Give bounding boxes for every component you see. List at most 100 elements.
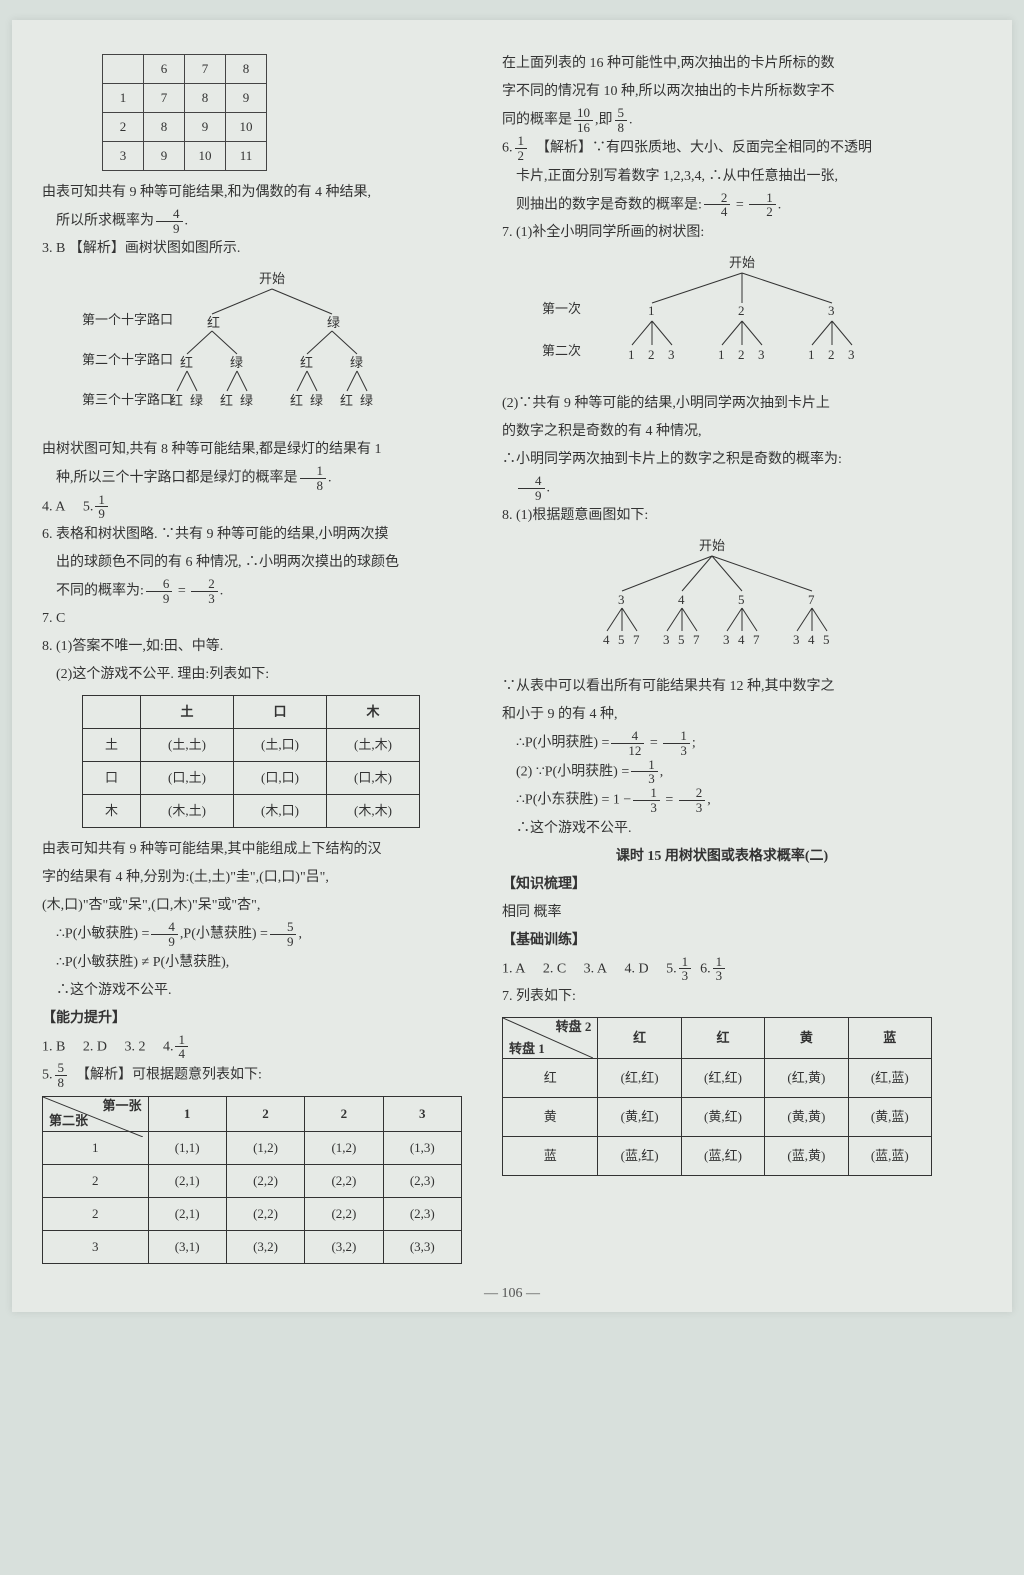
body-text: 由表可知共有 9 种等可能结果,其中能组成上下结构的汉 — [42, 836, 482, 864]
body-text: ∴P(小敏获胜) =49,P(小慧获胜) =59, — [42, 920, 482, 948]
body-text: 3. B 【解析】画树状图如图所示. — [42, 235, 482, 263]
svg-text:绿: 绿 — [230, 355, 243, 370]
body-text: 6.12 【解析】∵有四张质地、大小、反面完全相同的不透明 — [502, 134, 942, 162]
svg-text:开始: 开始 — [259, 271, 285, 286]
section-heading: 【基础训练】 — [502, 927, 942, 955]
svg-text:3: 3 — [618, 592, 625, 607]
body-text: 6. 表格和树状图略. ∵共有 9 种等可能的结果,小明两次摸 — [42, 521, 482, 549]
body-text: ∴小明同学两次抽到卡片上的数字之积是奇数的概率为: — [502, 446, 942, 474]
lesson-title: 课时 15 用树状图或表格求概率(二) — [502, 843, 942, 871]
svg-text:1: 1 — [808, 347, 815, 362]
svg-text:第一次: 第一次 — [542, 301, 581, 316]
body-text: 种,所以三个十字路口都是绿灯的概率是18. — [42, 464, 482, 492]
body-text: 7. C — [42, 605, 482, 633]
svg-text:5: 5 — [738, 592, 745, 607]
svg-text:3: 3 — [668, 347, 675, 362]
body-text: 7. 列表如下: — [502, 983, 942, 1011]
svg-text:4: 4 — [808, 632, 815, 647]
svg-text:2: 2 — [828, 347, 835, 362]
svg-text:4: 4 — [678, 592, 685, 607]
svg-text:绿: 绿 — [190, 393, 203, 408]
svg-text:绿: 绿 — [360, 393, 373, 408]
body-text: 由表可知共有 9 种等可能结果,和为偶数的有 4 种结果, — [42, 179, 482, 207]
body-text: 出的球颜色不同的有 6 种情况, ∴小明两次摸出的球颜色 — [42, 549, 482, 577]
body-text: 相同 概率 — [502, 899, 942, 927]
svg-text:3: 3 — [828, 303, 835, 318]
svg-text:1: 1 — [648, 303, 655, 318]
body-text: ∴P(小敏获胜) ≠ P(小慧获胜), — [42, 949, 482, 977]
svg-text:1: 1 — [628, 347, 635, 362]
body-text: (2)这个游戏不公平. 理由:列表如下: — [42, 661, 482, 689]
section-heading: 【知识梳理】 — [502, 871, 942, 899]
body-text: 由树状图可知,共有 8 种等可能结果,都是绿灯的结果有 1 — [42, 436, 482, 464]
body-text: 在上面列表的 16 种可能性中,两次抽出的卡片所标的数 — [502, 50, 942, 78]
svg-text:3: 3 — [848, 347, 855, 362]
svg-text:开始: 开始 — [699, 538, 725, 553]
two-column-layout: 678 1789 28910 391011 由表可知共有 9 种等可能结果,和为… — [42, 50, 982, 1272]
tree-diagram-traffic: 开始 第一个十字路口 红绿 第二个十字路口 红绿 红绿 第三个十字路口 红绿 红… — [72, 269, 482, 430]
page-number: — 106 — — [42, 1286, 982, 1302]
svg-text:3: 3 — [758, 347, 765, 362]
body-text: (2)∵共有 9 种等可能的结果,小明同学两次抽到卡片上 — [502, 390, 942, 418]
body-text: 7. (1)补全小明同学所画的树状图: — [502, 219, 942, 247]
body-text: 的数字之积是奇数的有 4 种情况, — [502, 418, 942, 446]
svg-text:红: 红 — [220, 393, 233, 408]
body-text: 8. (1)根据题意画图如下: — [502, 502, 942, 530]
svg-text:2: 2 — [738, 347, 745, 362]
svg-text:4: 4 — [603, 632, 610, 647]
body-text: 4. A 5.19 — [42, 493, 482, 521]
table-spinner-colors: 转盘 2转盘 1 红红黄蓝 红(红,红)(红,红)(红,黄)(红,蓝) 黄(黄,… — [502, 1017, 932, 1176]
section-heading: 【能力提升】 — [42, 1005, 482, 1033]
body-text: 1. A 2. C 3. A 4. D 5.13 6.13 — [502, 955, 942, 983]
body-text: ∴这个游戏不公平. — [502, 815, 942, 843]
svg-text:绿: 绿 — [327, 315, 340, 330]
body-text: 所以所求概率为49. — [42, 207, 482, 235]
svg-text:5: 5 — [618, 632, 625, 647]
svg-text:5: 5 — [823, 632, 830, 647]
body-text: ∵从表中可以看出所有可能结果共有 12 种,其中数字之 — [502, 673, 942, 701]
table-card-pairs: 第一张第二张 1223 1(1,1)(1,2)(1,2)(1,3) 2(2,1)… — [42, 1096, 462, 1264]
svg-text:3: 3 — [793, 632, 800, 647]
svg-text:红: 红 — [340, 393, 353, 408]
svg-text:1: 1 — [718, 347, 725, 362]
svg-text:绿: 绿 — [310, 393, 323, 408]
svg-text:红: 红 — [300, 355, 313, 370]
svg-text:开始: 开始 — [729, 255, 755, 270]
tree-diagram-3457: 开始 3457 457 357 347 345 — [532, 536, 942, 667]
svg-text:绿: 绿 — [240, 393, 253, 408]
body-text: ∴P(小东获胜) = 1 −13 = 23, — [502, 786, 942, 814]
svg-text:第三个十字路口: 第三个十字路口 — [82, 392, 173, 407]
body-text: 8. (1)答案不唯一,如:田、中等. — [42, 633, 482, 661]
svg-text:3: 3 — [723, 632, 730, 647]
body-text: 字不同的情况有 10 种,所以两次抽出的卡片所标数字不 — [502, 78, 942, 106]
body-text: 49. — [502, 474, 942, 502]
body-text: 字的结果有 4 种,分别为:(土,土)"圭",(口,口)"吕", — [42, 864, 482, 892]
svg-text:红: 红 — [290, 393, 303, 408]
svg-text:7: 7 — [693, 632, 700, 647]
left-column: 678 1789 28910 391011 由表可知共有 9 种等可能结果,和为… — [42, 50, 482, 1272]
right-column: 在上面列表的 16 种可能性中,两次抽出的卡片所标的数 字不同的情况有 10 种… — [502, 50, 942, 1272]
body-text: 不同的概率为:69 = 23. — [42, 577, 482, 605]
svg-text:3: 3 — [663, 632, 670, 647]
svg-text:第一个十字路口: 第一个十字路口 — [82, 312, 173, 327]
page: 678 1789 28910 391011 由表可知共有 9 种等可能结果,和为… — [12, 20, 1012, 1312]
svg-text:4: 4 — [738, 632, 745, 647]
table-sum-grid: 678 1789 28910 391011 — [102, 54, 267, 171]
body-text: 5.58 【解析】可根据题意列表如下: — [42, 1061, 482, 1089]
svg-text:7: 7 — [753, 632, 760, 647]
svg-text:红: 红 — [180, 355, 193, 370]
body-text: (2) ∵P(小明获胜) =13, — [502, 758, 942, 786]
svg-text:7: 7 — [808, 592, 815, 607]
svg-text:第二次: 第二次 — [542, 343, 581, 358]
body-text: 同的概率是1016,即58. — [502, 106, 942, 134]
svg-text:7: 7 — [633, 632, 640, 647]
body-text: ∴这个游戏不公平. — [42, 977, 482, 1005]
svg-text:红: 红 — [207, 315, 220, 330]
body-text: 和小于 9 的有 4 种, — [502, 701, 942, 729]
body-text: (木,口)"杏"或"呆",(口,木)"呆"或"杏", — [42, 892, 482, 920]
body-text: ∴P(小明获胜) =412 = 13; — [502, 729, 942, 757]
body-text: 1. B 2. D 3. 2 4.14 — [42, 1033, 482, 1061]
svg-text:2: 2 — [738, 303, 745, 318]
svg-text:5: 5 — [678, 632, 685, 647]
table-earth-mouth-wood: 土口木 土(土,土)(土,口)(土,木) 口(口,土)(口,口)(口,木) 木(… — [82, 695, 420, 828]
